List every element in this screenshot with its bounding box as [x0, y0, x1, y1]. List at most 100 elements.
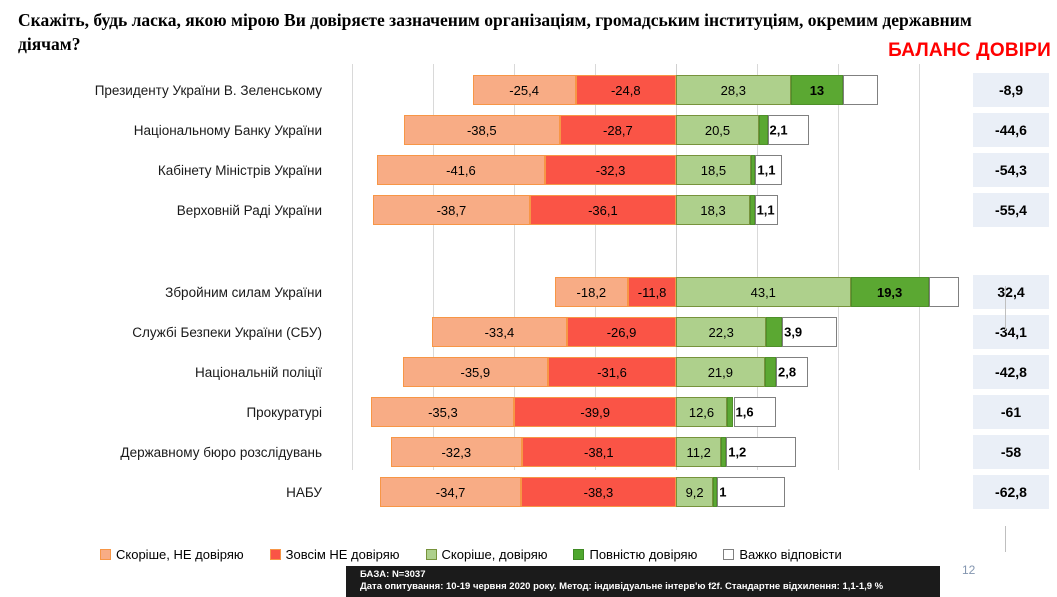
balance-column-header: БАЛАНС ДОВІРИ: [888, 40, 1051, 61]
legend-swatch-icon: [269, 548, 281, 560]
bar-segment-pos: 20,5: [676, 115, 760, 145]
balance-value-cell: -8,9: [972, 72, 1050, 108]
bar-segment-pos: 11,2: [676, 437, 722, 467]
bar-segment-strong-neg: -11,8: [628, 277, 676, 307]
axis-zero-line: [676, 64, 677, 470]
bar-segment-value: -33,4: [484, 324, 515, 340]
stacked-bar: -32,3 -41,6 18,5 1,1: [0, 155, 1057, 185]
bar-segment-value: -38,1: [584, 444, 614, 460]
bar-segment-strong-neg: -38,3: [520, 477, 676, 507]
legend-item: Зовсім НЕ довіряю: [269, 546, 400, 562]
bar-segment-neg: -38,5: [403, 115, 560, 145]
bar-segment-na: [755, 155, 782, 185]
bar-segment-strong-neg: -31,6: [548, 357, 676, 387]
bar-segment-strong-neg: -36,1: [529, 195, 676, 225]
bar-segment-value: -31,6: [597, 364, 627, 380]
bar-segment-pos: 18,3: [676, 195, 751, 225]
bar-segment-pos: 22,3: [676, 317, 767, 347]
bar-segment-na: [767, 115, 809, 145]
bar-segment-strong-neg: -28,7: [559, 115, 676, 145]
bar-segment-value: -35,3: [428, 404, 458, 420]
legend-label: Скоріше, довіряю: [441, 546, 548, 562]
bar-segment-value: 2,8: [778, 364, 797, 380]
bar-segment-strong-pos: 3,9: [766, 317, 802, 347]
bar-segment-strong-pos: 2,8: [764, 357, 796, 387]
category-label: Збройним силам України: [165, 284, 322, 300]
category-label: Національному Банку України: [133, 122, 322, 138]
bar-segment-value: 3,9: [784, 324, 803, 340]
legend-label: Повністю довіряю: [589, 546, 698, 562]
balance-value-cell: 32,4: [972, 274, 1050, 310]
bar-segment-na: [717, 477, 786, 507]
bar-segment-strong-pos: 2,1: [759, 115, 788, 145]
legend-swatch-icon: [723, 548, 735, 560]
bar-segment-value: 1,1: [757, 162, 776, 178]
bar-segment-strong-neg: -24,8: [575, 75, 676, 105]
bar-segment-value: -32,3: [441, 444, 472, 460]
bar-segment-na: [733, 397, 777, 427]
bar-segment-value: 43,1: [750, 284, 776, 300]
balance-value-cell: -54,3: [972, 152, 1050, 188]
category-label: Верховній Раді України: [176, 202, 322, 218]
bar-segment-strong-neg: -32,3: [545, 155, 676, 185]
gridline-60: [919, 64, 920, 470]
bar-segment-value: -32,3: [595, 162, 626, 178]
chart-row: Президенту України В. Зеленському -24,8 -2…: [0, 70, 1057, 110]
bar-segment-na: [726, 437, 796, 467]
chart-row: Збройним силам України -11,8 -18,2 43,1 19,3…: [0, 272, 1057, 312]
category-label: Кабінету Міністрів України: [157, 162, 322, 178]
stacked-bar: -11,8 -18,2 43,1 19,3: [0, 277, 1057, 307]
legend-item: Скоріше, довіряю: [425, 546, 548, 562]
category-label: Прокуратурі: [246, 404, 322, 420]
bar-segment-na: [928, 277, 960, 307]
legend-swatch-icon: [100, 548, 111, 560]
bar-segment-neg: -33,4: [431, 317, 568, 347]
bar-segment-value: -18,2: [576, 284, 607, 300]
footer-note: БАЗА: N=3037 Дата опитування: 10-19 черв…: [346, 566, 940, 597]
bar-segment-value: 1,2: [728, 444, 747, 460]
bar-segment-value: -26,9: [606, 324, 637, 340]
category-label: Державному бюро розслідувань: [120, 444, 322, 460]
bar-segment-value: 9,2: [685, 484, 704, 500]
bar-segment-value: 18,5: [700, 162, 727, 178]
gridline-20: [757, 64, 758, 470]
bar-segment-neg: -38,7: [373, 195, 530, 225]
bar-segment-value: -11,8: [637, 284, 667, 300]
bar-segment-strong-pos: 1,1: [750, 155, 775, 185]
balance-connector-1: [1005, 526, 1006, 552]
page-number: 12: [962, 563, 976, 577]
bar-segment-na: [776, 357, 808, 387]
category-label: Службі Безпеки України (СБУ): [132, 324, 322, 340]
stacked-bar: -24,8 -25,4 28,3 13: [0, 75, 1057, 105]
bar-segment-strong-pos: 19,3: [850, 277, 929, 307]
bar-segment-neg: -41,6: [376, 155, 546, 185]
bar-segment-na: [843, 75, 878, 105]
gridline--20: [595, 64, 596, 470]
bar-segment-na: [754, 195, 779, 225]
chart-row: НАБУ -38,3 -34,7 9,2 1 -62,8: [0, 472, 1057, 512]
balance-value-cell: -55,4: [972, 192, 1050, 228]
chart-row: Національній поліції -31,6 -35,9 21,9 2,8 -42…: [0, 352, 1057, 392]
category-label: Президенту України В. Зеленському: [94, 82, 322, 98]
chart-row: Державному бюро розслідувань -38,1 -32,3 11…: [0, 432, 1057, 472]
bar-segment-neg: -34,7: [380, 477, 521, 507]
balance-value-cell: -34,1: [972, 314, 1050, 350]
bar-segment-neg: -35,9: [402, 357, 549, 387]
bar-segment-strong-neg: -39,9: [514, 397, 676, 427]
legend-item: Скоріше, НЕ довіряю: [100, 547, 244, 562]
bar-segment-value: -34,7: [435, 484, 466, 500]
bar-segment-value: 22,3: [708, 324, 734, 340]
bar-segment-value: -38,3: [583, 484, 614, 500]
legend-label: Скоріше, НЕ довіряю: [116, 546, 244, 562]
stacked-bar: -26,9 -33,4 22,3 3,9: [0, 317, 1057, 347]
legend-label: Зовсім НЕ довіряю: [285, 546, 400, 562]
stacked-bar: -36,1 -38,7 18,3 1,1: [0, 195, 1057, 225]
bar-segment-na: [782, 317, 837, 347]
chart-row: Службі Безпеки України (СБУ) -26,9 -33,4 22…: [0, 312, 1057, 352]
legend-item: Повністю довіряю: [573, 547, 697, 562]
bar-segment-strong-pos: 1,2: [721, 437, 746, 467]
bar-segment-pos: 28,3: [676, 75, 791, 105]
stacked-bar: -38,3 -34,7 9,2 1: [0, 477, 1057, 507]
bar-segment-value: 28,3: [720, 82, 746, 98]
bar-segment-pos: 21,9: [676, 357, 765, 387]
